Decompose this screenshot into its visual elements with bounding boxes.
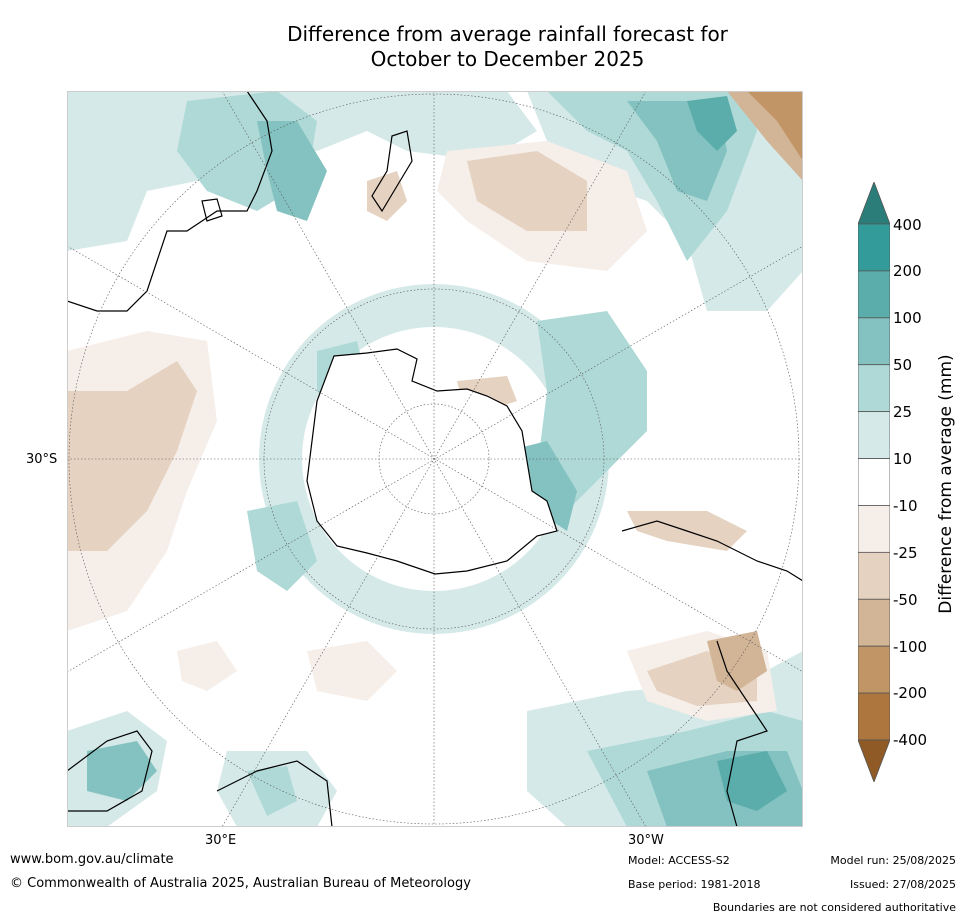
legend-colorbar [858,182,890,782]
legend-bin [858,458,890,506]
tasmania-coast [201,198,223,222]
website-link[interactable]: www.bom.gov.au/climate [10,852,174,867]
legend-bin [858,598,890,647]
legend-tick: 200 [893,262,922,280]
legend-tick: -25 [893,544,918,562]
lat-label-30s: 30°S [26,452,58,467]
lon-label-30w: 30°W [628,833,664,848]
copyright-text: © Commonwealth of Australia 2025, Austra… [10,876,471,891]
south-america-coast [621,520,803,582]
legend-bin [858,223,890,272]
rainfall-map [67,91,803,827]
legend-bin [858,411,890,459]
australia-coast [67,91,273,312]
boundaries-disclaimer: Boundaries are not considered authoritat… [712,901,956,914]
legend-bin [858,645,890,694]
lon-label-30e: 30°E [205,833,237,848]
legend-tick: 50 [893,356,913,374]
legend-tick: -200 [893,684,928,702]
wetter-patches [67,91,803,827]
legend-tick: -10 [893,497,918,515]
legend-bin [858,551,890,600]
title-line-2: October to December 2025 [370,47,645,71]
legend-bin [858,182,890,225]
new-zealand-coast [371,130,413,213]
legend-bin [858,364,890,413]
title-line-1: Difference from average rainfall forecas… [287,22,728,46]
legend-title: Difference from average (mm) [936,354,956,614]
legend-tick: 10 [893,450,913,468]
chart-title: Difference from average rainfall forecas… [200,22,815,72]
model-name: Model: ACCESS-S2 [628,854,730,867]
legend-bin [858,270,890,319]
south-america-east-coast [716,640,768,827]
antarctica [306,348,558,575]
legend-tick: 100 [893,309,922,327]
legend-tick: -50 [893,591,918,609]
legend-bin [858,692,890,741]
base-period: Base period: 1981-2018 [628,878,761,891]
graticule [67,91,803,827]
legend-bin [858,739,890,782]
legend-tick: -400 [893,731,928,749]
legend-bin [858,505,890,553]
africa-coast [67,730,153,812]
africa-coast-2 [216,760,333,827]
legend-tick: 25 [893,403,913,421]
issued-date: Issued: 27/08/2025 [849,878,956,891]
legend-tick: 400 [893,216,922,234]
model-run-date: Model run: 25/08/2025 [830,854,956,867]
legend-bin [858,317,890,366]
legend-tick: -100 [893,638,928,656]
coastlines [67,91,803,827]
